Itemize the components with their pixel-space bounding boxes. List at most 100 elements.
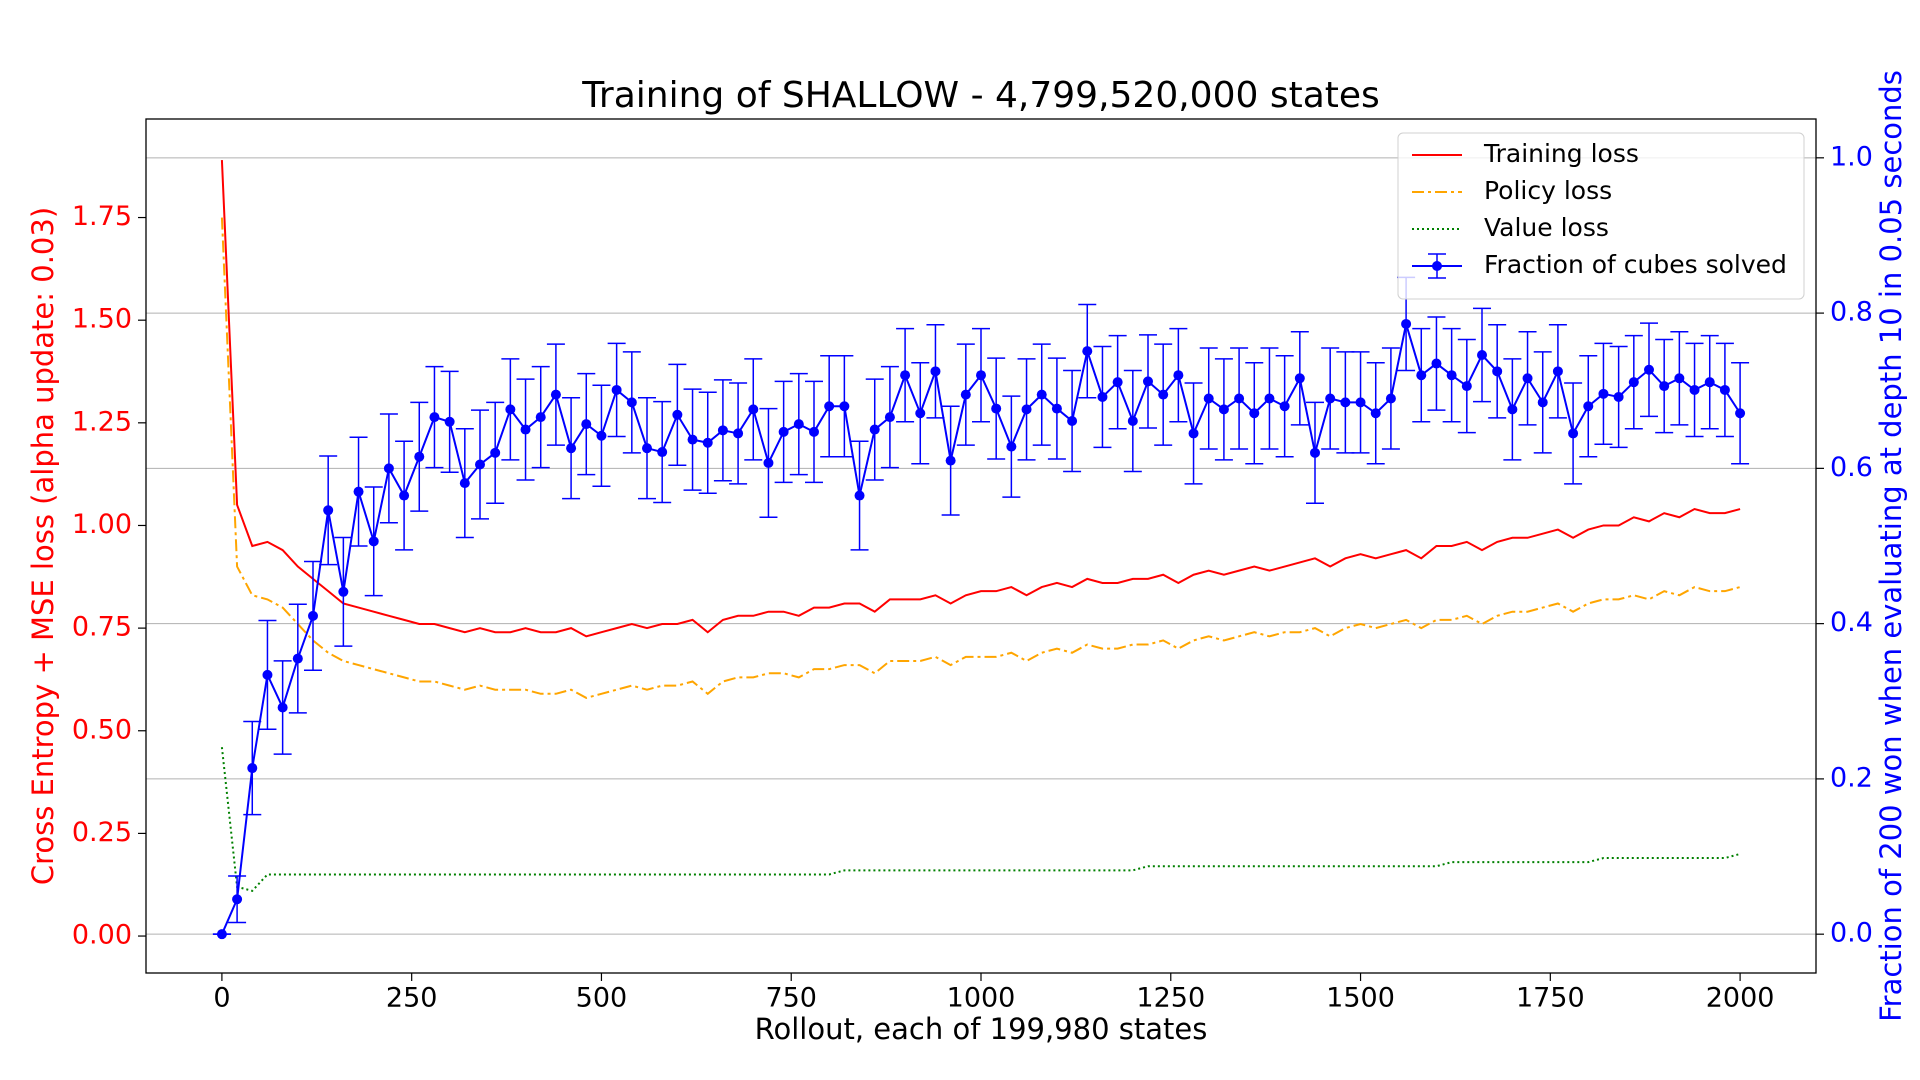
point bbox=[262, 669, 273, 680]
point bbox=[520, 424, 531, 435]
point bbox=[1234, 393, 1245, 404]
point bbox=[1127, 416, 1138, 427]
point bbox=[1401, 318, 1412, 329]
point bbox=[444, 416, 455, 427]
point bbox=[1143, 376, 1153, 387]
x-tick-label: 2000 bbox=[1706, 983, 1775, 1014]
point bbox=[1689, 384, 1700, 395]
point bbox=[884, 412, 895, 423]
point bbox=[338, 586, 349, 597]
legend-label: Policy loss bbox=[1484, 176, 1612, 205]
point bbox=[1006, 441, 1017, 452]
point bbox=[1507, 404, 1518, 415]
point bbox=[960, 389, 971, 400]
y2-axis-label: Fraction of 200 won when evaluating at d… bbox=[1874, 70, 1908, 1022]
point bbox=[581, 419, 592, 430]
point bbox=[232, 894, 243, 905]
point bbox=[854, 490, 865, 501]
point bbox=[1203, 393, 1214, 404]
point bbox=[1082, 346, 1093, 357]
point bbox=[566, 443, 577, 454]
y-tick-label: 0.75 bbox=[72, 612, 132, 643]
chart-title: Training of SHALLOW - 4,799,520,000 stat… bbox=[581, 75, 1380, 116]
point bbox=[702, 437, 713, 448]
x-tick-label: 1250 bbox=[1136, 983, 1205, 1014]
legend-label: Value loss bbox=[1484, 213, 1609, 242]
y2-tick-label: 0.4 bbox=[1830, 607, 1873, 638]
point bbox=[1097, 391, 1108, 402]
point bbox=[1674, 373, 1685, 384]
point bbox=[1021, 404, 1032, 415]
point bbox=[1446, 370, 1457, 381]
point bbox=[475, 459, 485, 470]
point bbox=[459, 478, 470, 489]
x-tick-label: 1750 bbox=[1516, 983, 1585, 1014]
point bbox=[945, 455, 956, 466]
point bbox=[1310, 447, 1320, 458]
point bbox=[809, 426, 819, 437]
point bbox=[672, 409, 683, 420]
point bbox=[1522, 373, 1533, 384]
point bbox=[1416, 370, 1427, 381]
y2-tick-label: 0.8 bbox=[1830, 297, 1873, 328]
point bbox=[869, 424, 880, 435]
point bbox=[626, 397, 637, 408]
point bbox=[1158, 389, 1169, 400]
legend-label: Training loss bbox=[1483, 139, 1639, 168]
point bbox=[642, 443, 652, 454]
point bbox=[657, 447, 668, 458]
series-line bbox=[220, 747, 1741, 893]
point bbox=[915, 408, 926, 419]
point bbox=[414, 451, 425, 462]
point bbox=[733, 428, 744, 439]
point bbox=[1355, 397, 1366, 408]
point bbox=[1294, 373, 1305, 384]
point bbox=[596, 430, 607, 441]
y-tick-label: 1.75 bbox=[72, 201, 132, 232]
point bbox=[1719, 384, 1730, 395]
series-line bbox=[220, 217, 1741, 699]
y-tick-label: 0.50 bbox=[72, 714, 132, 745]
point bbox=[1537, 397, 1548, 408]
point bbox=[824, 401, 835, 412]
point bbox=[1583, 401, 1594, 412]
point bbox=[1385, 393, 1396, 404]
point bbox=[399, 490, 410, 501]
x-tick-label: 750 bbox=[765, 983, 817, 1014]
point bbox=[550, 389, 561, 400]
y-tick-label: 0.25 bbox=[72, 817, 132, 848]
point bbox=[216, 929, 227, 940]
x-axis-label: Rollout, each of 199,980 states bbox=[755, 1012, 1208, 1046]
point bbox=[1735, 408, 1746, 419]
legend-marker bbox=[1432, 261, 1442, 271]
point bbox=[763, 457, 774, 468]
point bbox=[323, 505, 334, 516]
point bbox=[1112, 377, 1123, 388]
point bbox=[778, 426, 789, 437]
point bbox=[1644, 364, 1654, 375]
point bbox=[1036, 389, 1047, 400]
point bbox=[1492, 366, 1503, 377]
point bbox=[1659, 381, 1670, 392]
y-tick-label: 0.00 bbox=[72, 920, 132, 951]
y2-tick-label: 0.6 bbox=[1830, 452, 1873, 483]
point bbox=[748, 404, 759, 415]
point bbox=[1218, 404, 1229, 415]
point bbox=[1188, 428, 1199, 439]
point bbox=[900, 370, 911, 381]
point bbox=[1370, 408, 1381, 419]
y2-tick-label: 0.2 bbox=[1830, 762, 1873, 793]
point bbox=[687, 434, 698, 445]
point bbox=[1173, 370, 1184, 381]
point bbox=[1568, 428, 1579, 439]
point bbox=[308, 610, 318, 621]
point bbox=[1628, 377, 1639, 388]
point bbox=[1704, 377, 1715, 388]
y-tick-label: 1.50 bbox=[72, 304, 132, 335]
x-tick-label: 1000 bbox=[947, 983, 1016, 1014]
point bbox=[429, 412, 440, 423]
legend: Training loss Policy loss Value loss Fracti… bbox=[1397, 132, 1805, 300]
point bbox=[1598, 388, 1609, 399]
point bbox=[1264, 393, 1275, 404]
